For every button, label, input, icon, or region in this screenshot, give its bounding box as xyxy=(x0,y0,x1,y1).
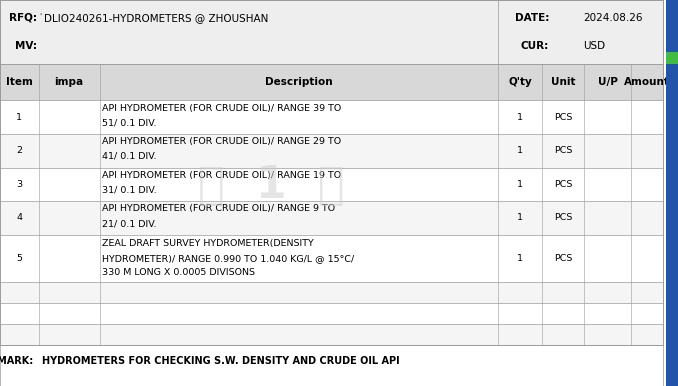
Text: 1: 1 xyxy=(517,146,523,155)
Text: MV:: MV: xyxy=(15,41,37,51)
Text: PCS: PCS xyxy=(554,254,573,263)
Text: 4: 4 xyxy=(16,213,22,222)
Text: Unit: Unit xyxy=(551,77,576,87)
Text: HYDROMETERS FOR CHECKING S.W. DENSITY AND CRUDE OIL API: HYDROMETERS FOR CHECKING S.W. DENSITY AN… xyxy=(42,356,399,366)
Text: PCS: PCS xyxy=(554,213,573,222)
Text: 330 M LONG X 0.0005 DIVISONS: 330 M LONG X 0.0005 DIVISONS xyxy=(102,268,256,277)
Bar xyxy=(0,64,663,100)
Text: 5: 5 xyxy=(16,254,22,263)
Text: Q'ty: Q'ty xyxy=(508,77,532,87)
Text: 2024.08.26: 2024.08.26 xyxy=(583,13,643,23)
Text: 2: 2 xyxy=(16,146,22,155)
Text: DLIO240261-HYDROMETERS @ ZHOUSHAN: DLIO240261-HYDROMETERS @ ZHOUSHAN xyxy=(44,13,268,23)
Bar xyxy=(666,52,678,64)
Text: Amount: Amount xyxy=(624,77,670,87)
Text: HYDROMETER)/ RANGE 0.990 TO 1.040 KG/L @ 15°C/: HYDROMETER)/ RANGE 0.990 TO 1.040 KG/L @… xyxy=(102,254,355,262)
Bar xyxy=(0,134,663,168)
Text: API HYDROMETER (FOR CRUDE OIL)/ RANGE 29 TO: API HYDROMETER (FOR CRUDE OIL)/ RANGE 29… xyxy=(102,137,342,146)
Text: 1: 1 xyxy=(517,113,523,122)
Text: API HYDROMETER (FOR CRUDE OIL)/ RANGE 39 TO: API HYDROMETER (FOR CRUDE OIL)/ RANGE 39… xyxy=(102,104,342,113)
Bar xyxy=(666,0,678,386)
Text: 1: 1 xyxy=(16,113,22,122)
Text: PCS: PCS xyxy=(554,180,573,189)
Bar xyxy=(0,345,663,386)
Bar xyxy=(0,303,663,324)
Text: CUR:: CUR: xyxy=(521,41,549,51)
Text: 21/ 0.1 DIV.: 21/ 0.1 DIV. xyxy=(102,219,157,228)
Bar xyxy=(0,0,663,345)
Bar xyxy=(0,201,663,235)
Text: impa: impa xyxy=(55,77,83,87)
Text: PCS: PCS xyxy=(554,113,573,122)
Text: ZEAL DRAFT SURVEY HYDROMETER(DENSITY: ZEAL DRAFT SURVEY HYDROMETER(DENSITY xyxy=(102,239,314,249)
Text: REMARK:: REMARK: xyxy=(0,356,37,366)
Text: Item: Item xyxy=(6,77,33,87)
Text: API HYDROMETER (FOR CRUDE OIL)/ RANGE 9 TO: API HYDROMETER (FOR CRUDE OIL)/ RANGE 9 … xyxy=(102,205,336,213)
Text: RFQ:: RFQ: xyxy=(9,13,37,23)
Text: 41/ 0.1 DIV.: 41/ 0.1 DIV. xyxy=(102,152,157,161)
Text: 1: 1 xyxy=(517,254,523,263)
Text: PCS: PCS xyxy=(554,146,573,155)
Text: USD: USD xyxy=(583,41,605,51)
Text: 1: 1 xyxy=(517,180,523,189)
Text: Description: Description xyxy=(265,77,333,87)
Text: 1: 1 xyxy=(517,213,523,222)
Text: 3: 3 xyxy=(16,180,22,189)
Bar xyxy=(0,100,663,134)
Bar xyxy=(0,282,663,303)
Text: DATE:: DATE: xyxy=(515,13,549,23)
Text: 第  1  页: 第 1 页 xyxy=(198,164,344,207)
Bar xyxy=(0,235,663,282)
Text: API HYDROMETER (FOR CRUDE OIL)/ RANGE 19 TO: API HYDROMETER (FOR CRUDE OIL)/ RANGE 19… xyxy=(102,171,342,180)
Text: U/P: U/P xyxy=(597,77,618,87)
Bar xyxy=(0,324,663,345)
Bar xyxy=(0,0,663,64)
Bar xyxy=(0,168,663,201)
Text: ': ' xyxy=(39,14,41,22)
Text: 31/ 0.1 DIV.: 31/ 0.1 DIV. xyxy=(102,186,157,195)
Text: 51/ 0.1 DIV.: 51/ 0.1 DIV. xyxy=(102,119,157,127)
